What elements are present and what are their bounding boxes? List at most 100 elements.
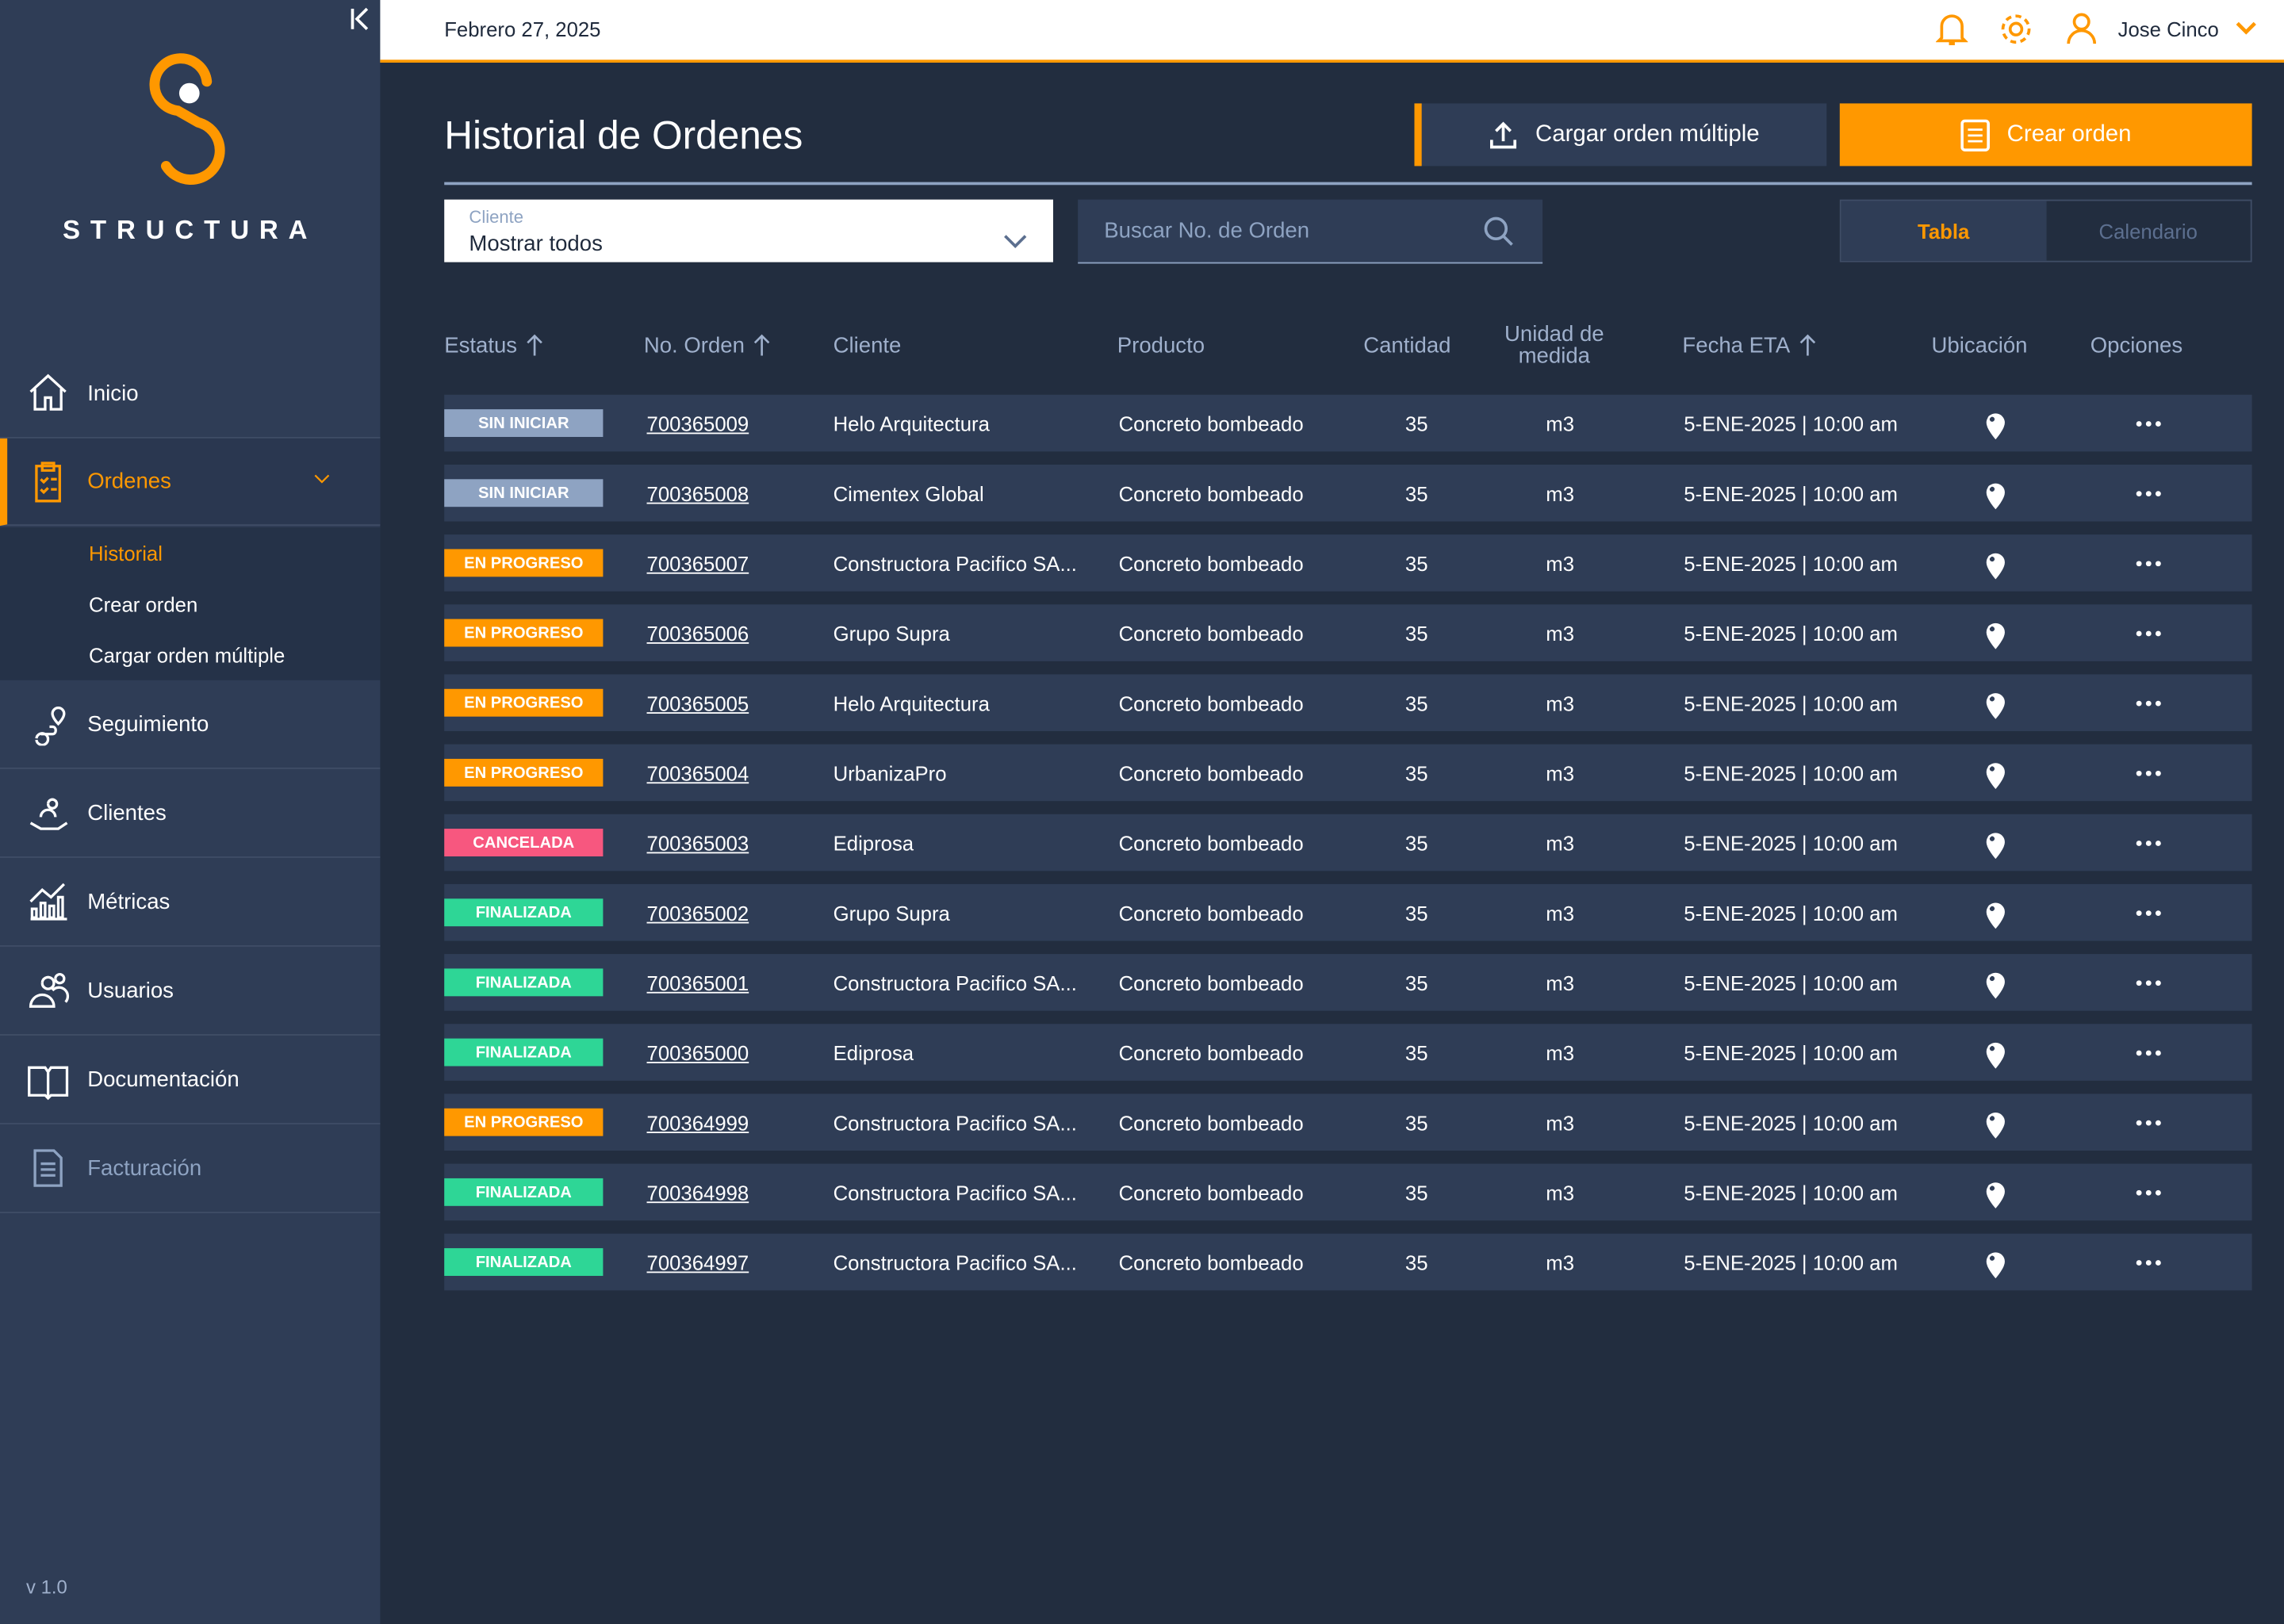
order-link[interactable]: 700364997 xyxy=(646,1250,749,1274)
options-cell[interactable] xyxy=(2127,395,2171,452)
order-link[interactable]: 700364999 xyxy=(646,1110,749,1134)
options-cell[interactable] xyxy=(2127,814,2171,871)
order-link[interactable]: 700365000 xyxy=(646,1040,749,1064)
location-cell[interactable] xyxy=(1974,604,2018,661)
date: Febrero 27, 2025 xyxy=(444,17,601,41)
column-header[interactable]: Producto xyxy=(1117,308,1205,381)
product: Concreto bombeado xyxy=(1118,830,1304,855)
location-cell[interactable] xyxy=(1974,884,2018,941)
location-cell[interactable] xyxy=(1974,534,2018,592)
nav-label: Inicio xyxy=(87,381,139,406)
options-cell[interactable] xyxy=(2127,954,2171,1011)
nav-subitem[interactable]: Historial xyxy=(89,542,163,565)
client: Helo Arquitectura xyxy=(833,411,990,435)
options-cell[interactable] xyxy=(2127,465,2171,522)
nav-subitem[interactable]: Crear orden xyxy=(89,592,198,616)
order-link[interactable]: 700365006 xyxy=(646,621,749,645)
location-cell[interactable] xyxy=(1974,395,2018,452)
nav-item[interactable]: Clientes xyxy=(0,769,381,858)
nav-item[interactable]: Ordenes xyxy=(0,438,381,527)
column-header[interactable]: Cliente xyxy=(834,308,902,381)
options-cell[interactable] xyxy=(2127,1024,2171,1081)
options-cell[interactable] xyxy=(2127,884,2171,941)
collapse-icon[interactable] xyxy=(350,7,370,31)
column-header[interactable]: Ubicación xyxy=(1932,308,2028,381)
user-icon[interactable] xyxy=(2065,12,2097,47)
location-cell[interactable] xyxy=(1974,954,2018,1011)
nav-subitem[interactable]: Cargar orden múltiple xyxy=(89,643,286,668)
location-cell[interactable] xyxy=(1974,1024,2018,1081)
order-link[interactable]: 700365001 xyxy=(646,971,749,994)
location-cell[interactable] xyxy=(1974,465,2018,522)
column-header[interactable]: Estatus xyxy=(444,308,552,381)
client-filter[interactable]: Cliente Mostrar todos xyxy=(444,199,1053,262)
title-divider xyxy=(444,182,2252,186)
order-link[interactable]: 700365008 xyxy=(646,481,749,505)
search-box[interactable]: Buscar No. de Orden xyxy=(1078,199,1543,264)
column-header[interactable]: Unidad de medida xyxy=(1493,308,1615,381)
unit: m3 xyxy=(1546,901,1574,925)
order-link[interactable]: 700365009 xyxy=(646,411,749,435)
nav-item[interactable]: Facturación xyxy=(0,1124,381,1214)
nav-chevron xyxy=(281,457,354,506)
options-cell[interactable] xyxy=(2127,604,2171,661)
status-badge: FINALIZADA xyxy=(444,1248,604,1276)
column-header[interactable]: Fecha ETA xyxy=(1682,308,1825,381)
order-link[interactable]: 700365007 xyxy=(646,551,749,575)
status-badge: EN PROGRESO xyxy=(444,758,604,787)
status-badge: SIN INICIAR xyxy=(444,409,604,438)
quantity: 35 xyxy=(1405,1250,1428,1274)
settings-icon[interactable] xyxy=(1998,12,2033,47)
nav-item[interactable]: Inicio xyxy=(0,350,381,439)
location-cell[interactable] xyxy=(1974,745,2018,802)
view-calendar[interactable]: Calendario xyxy=(2098,219,2198,243)
user-name[interactable]: Jose Cinco xyxy=(2117,17,2219,41)
location-icon xyxy=(1986,622,2005,649)
status-badge: EN PROGRESO xyxy=(444,549,604,577)
order-link[interactable]: 700365002 xyxy=(646,901,749,925)
options-icon xyxy=(2136,699,2161,706)
options-cell[interactable] xyxy=(2127,534,2171,592)
notifications-icon[interactable] xyxy=(1936,12,1968,47)
column-header[interactable]: Opciones xyxy=(2090,308,2182,381)
status-badge: SIN INICIAR xyxy=(444,479,604,508)
quantity: 35 xyxy=(1405,830,1428,855)
client: Cimentex Global xyxy=(833,481,984,505)
location-cell[interactable] xyxy=(1974,1094,2018,1151)
upload-button[interactable]: Cargar orden múltiple xyxy=(1414,103,1827,167)
order-link[interactable]: 700365004 xyxy=(646,760,749,785)
location-cell[interactable] xyxy=(1974,814,2018,871)
order-link[interactable]: 700365005 xyxy=(646,691,749,714)
options-cell[interactable] xyxy=(2127,1164,2171,1221)
options-cell[interactable] xyxy=(2127,674,2171,731)
column-header[interactable]: No. Orden xyxy=(644,308,780,381)
status-badge: FINALIZADA xyxy=(444,1038,604,1067)
create-button[interactable]: Crear orden xyxy=(1839,103,2252,167)
column-header[interactable]: Cantidad xyxy=(1363,308,1450,381)
options-icon xyxy=(2136,490,2161,496)
options-icon xyxy=(2136,560,2161,566)
user-menu-chevron[interactable] xyxy=(2235,19,2258,36)
nav-item[interactable]: Seguimiento xyxy=(0,680,381,769)
options-cell[interactable] xyxy=(2127,1234,2171,1291)
quantity: 35 xyxy=(1405,481,1428,505)
options-cell[interactable] xyxy=(2127,745,2171,802)
nav-icon xyxy=(35,707,66,746)
options-cell[interactable] xyxy=(2127,1094,2171,1151)
order-link[interactable]: 700364998 xyxy=(646,1180,749,1205)
upload-label: Cargar orden múltiple xyxy=(1535,121,1760,147)
unit: m3 xyxy=(1546,551,1574,575)
view-table[interactable]: Tabla xyxy=(1841,201,2046,261)
order-link[interactable]: 700365003 xyxy=(646,830,749,855)
nav-item[interactable]: Métricas xyxy=(0,858,381,947)
location-cell[interactable] xyxy=(1974,1164,2018,1221)
eta: 5-ENE-2025 | 10:00 am xyxy=(1684,691,1898,714)
unit: m3 xyxy=(1546,760,1574,785)
nav-item[interactable]: Usuarios xyxy=(0,947,381,1036)
quantity: 35 xyxy=(1405,411,1428,435)
page-title: Historial de Ordenes xyxy=(444,113,803,158)
location-cell[interactable] xyxy=(1974,674,2018,731)
eta: 5-ENE-2025 | 10:00 am xyxy=(1684,971,1898,994)
nav-item[interactable]: Documentación xyxy=(0,1036,381,1124)
location-cell[interactable] xyxy=(1974,1234,2018,1291)
